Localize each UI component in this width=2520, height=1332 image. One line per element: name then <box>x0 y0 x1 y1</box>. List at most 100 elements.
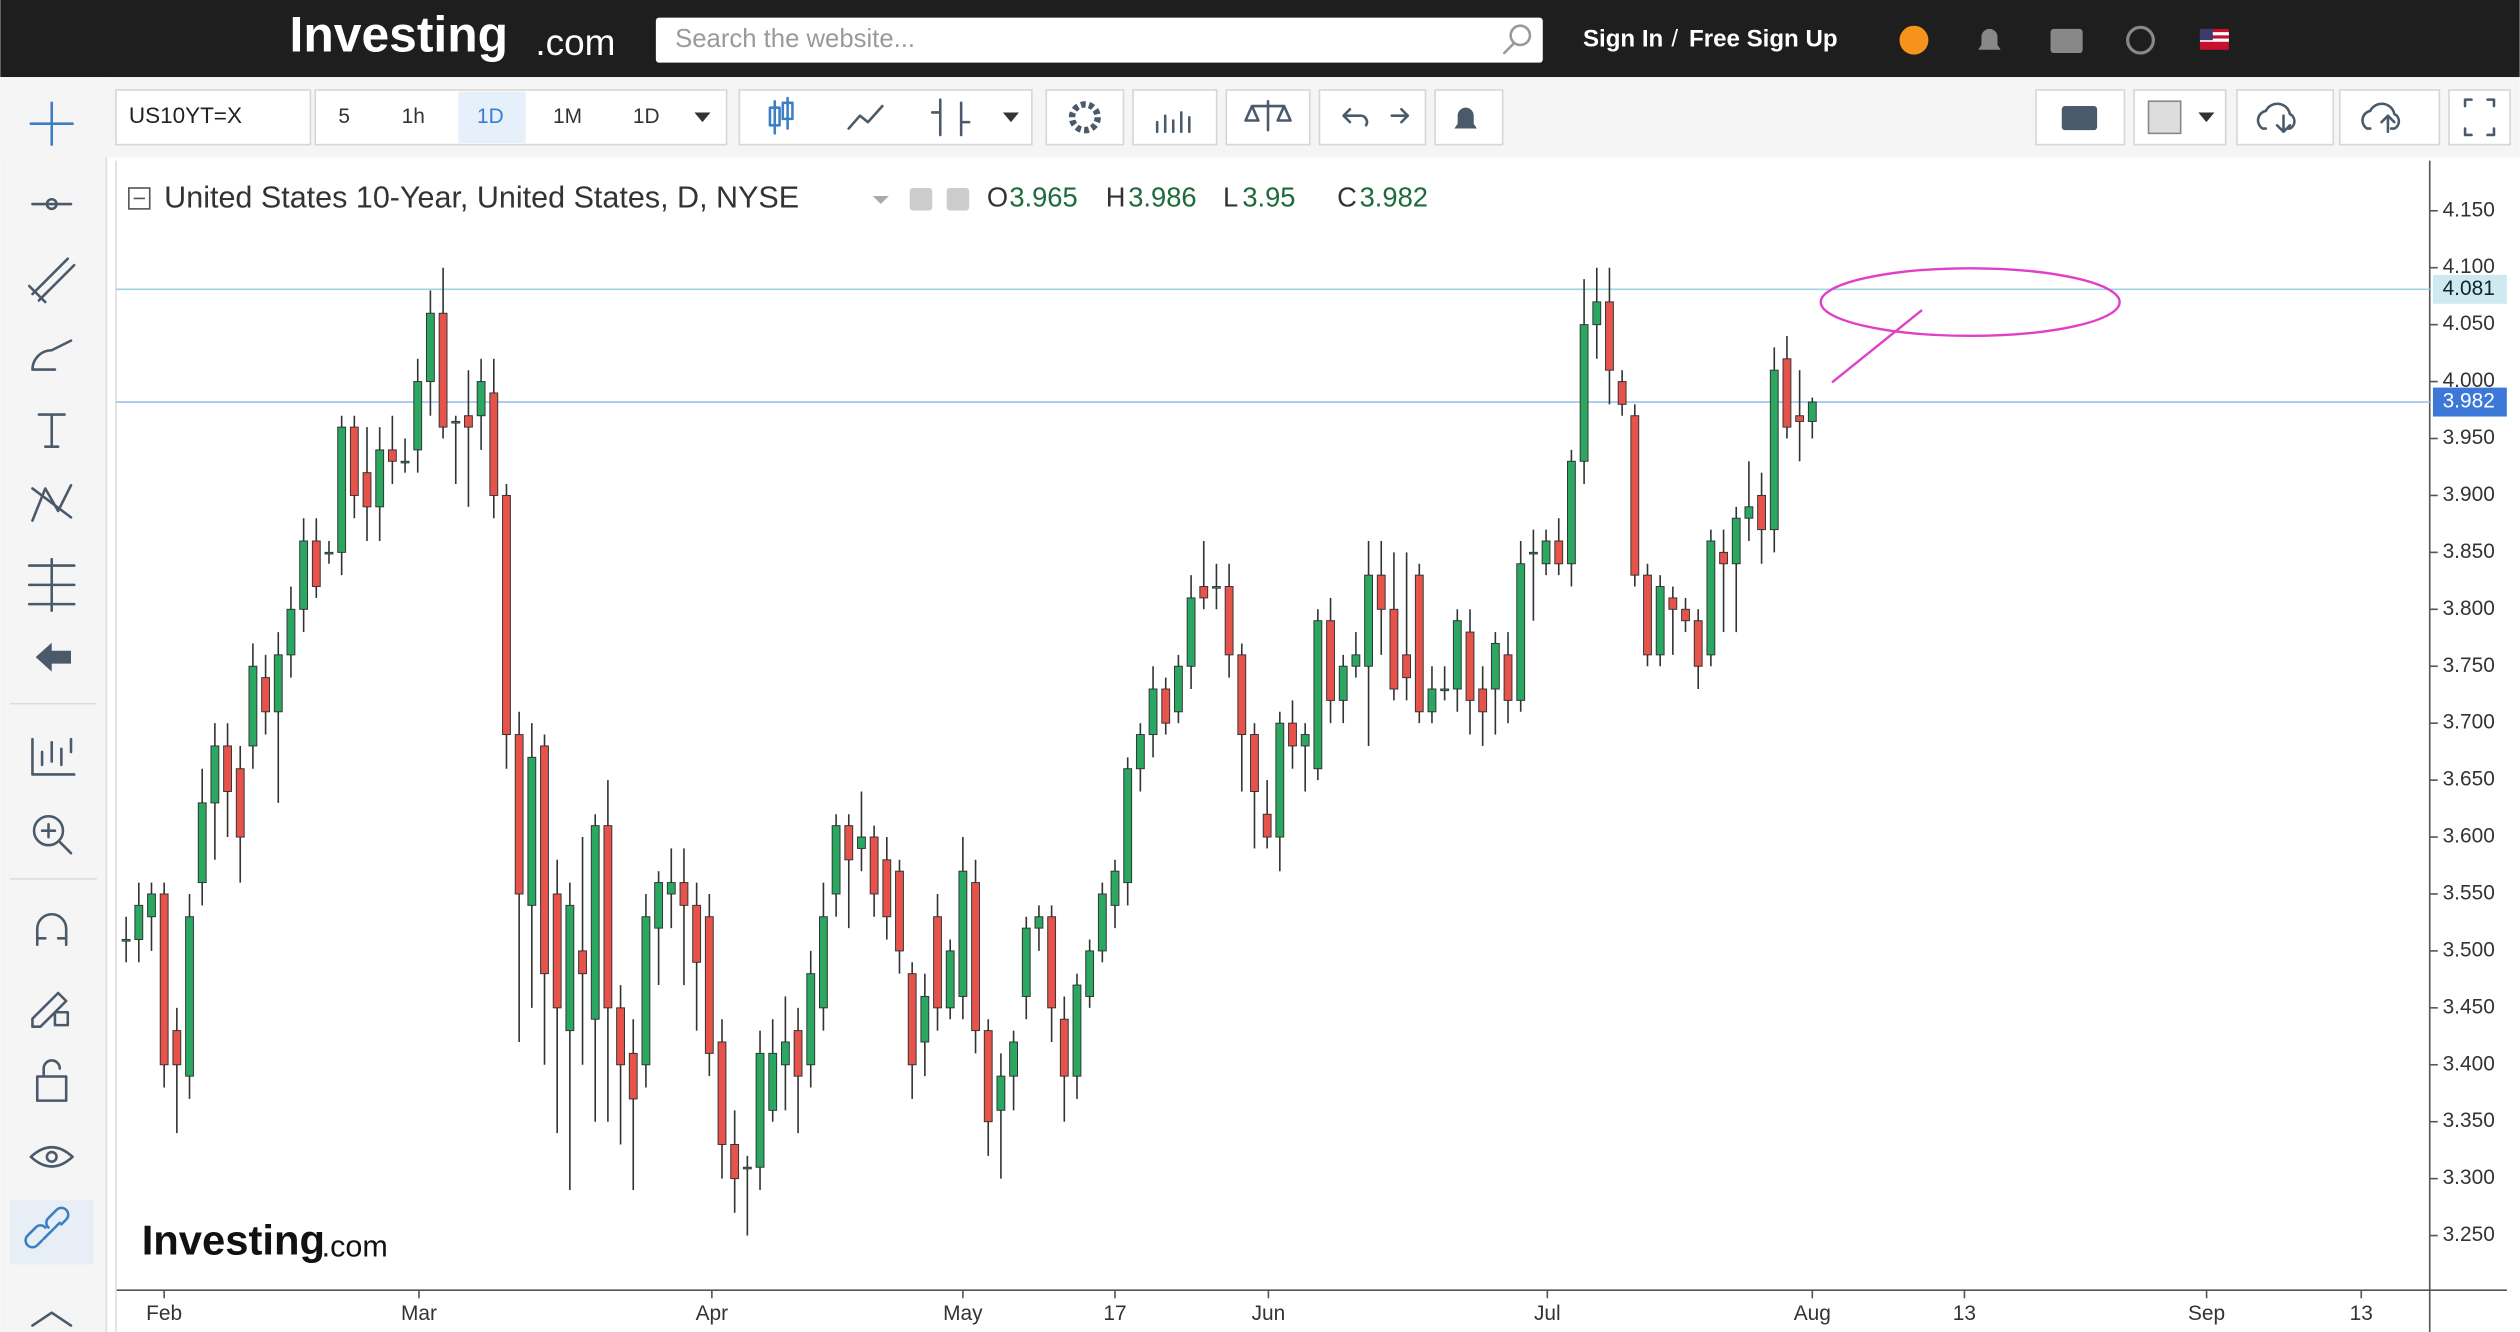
search-icon[interactable] <box>1502 24 1532 55</box>
sign-in[interactable]: Sign In <box>1583 26 1663 53</box>
dropdown-caret[interactable] <box>1002 112 1019 123</box>
candle-body <box>1148 688 1158 736</box>
candle-body <box>1744 506 1754 519</box>
pattern-tool[interactable] <box>31 483 73 522</box>
alert-button[interactable] <box>1434 89 1504 146</box>
ohlc-label: H <box>1106 181 1126 212</box>
candle-body <box>1313 620 1323 770</box>
interval[interactable]: 5 <box>338 105 350 128</box>
bar-type-icon[interactable] <box>930 98 971 137</box>
unlock-tool[interactable] <box>35 1059 68 1102</box>
color-swatch <box>2147 100 2182 135</box>
candle-body <box>387 449 397 462</box>
candle-body <box>299 540 309 610</box>
line-type-icon[interactable] <box>847 104 884 130</box>
link-tool[interactable] <box>24 1206 70 1249</box>
y-tick-label: 3.500 <box>2443 938 2495 961</box>
candle-body <box>235 768 245 838</box>
interval[interactable]: 1D <box>633 105 660 128</box>
candle-body <box>603 825 613 1009</box>
candle-body <box>425 312 435 383</box>
crosshair-tool[interactable] <box>29 101 74 146</box>
ohlc-value: 3.95 <box>1242 181 1295 212</box>
candle-body <box>742 1166 752 1170</box>
candle-type-icon[interactable] <box>768 96 794 135</box>
interval[interactable]: 1D <box>477 105 504 128</box>
candle-body <box>983 1030 993 1123</box>
candle-body <box>590 825 600 1020</box>
candle-body <box>527 756 537 906</box>
clock-icon[interactable] <box>2126 25 2155 55</box>
visibility-tool[interactable] <box>29 1145 74 1168</box>
settings-mini-icon[interactable] <box>946 187 970 211</box>
hline-tool[interactable] <box>31 198 73 211</box>
candle-body <box>552 893 562 1009</box>
back-tool[interactable] <box>35 642 72 672</box>
drawn-ellipse[interactable] <box>1819 267 2121 338</box>
dropdown-caret[interactable] <box>2198 112 2215 123</box>
candle-body <box>273 654 283 713</box>
candle-body <box>1009 1041 1019 1077</box>
lock-draw-tool[interactable] <box>31 991 70 1029</box>
search-placeholder: Search the website... <box>675 25 915 53</box>
reference-label-bg <box>2432 274 2507 304</box>
candle-body <box>502 494 511 736</box>
candle-body <box>1643 574 1652 656</box>
brush-tool[interactable] <box>31 339 73 371</box>
magnet-tool[interactable] <box>35 913 68 947</box>
indicator-tool[interactable] <box>31 737 76 776</box>
candle-body <box>945 950 955 1009</box>
x-tick-label: 17 <box>1103 1302 1126 1325</box>
candle-body <box>1047 916 1057 1009</box>
candle-body <box>641 916 651 1066</box>
interval[interactable]: 1M <box>553 105 582 128</box>
portfolio-icon[interactable] <box>2050 28 2083 54</box>
candle-body <box>1490 642 1500 690</box>
redo-icon[interactable] <box>1390 107 1410 124</box>
load-button[interactable] <box>2236 89 2335 146</box>
bell-icon[interactable] <box>1978 28 2001 50</box>
y-tick-label: 4.150 <box>2443 198 2495 221</box>
watermark: Investing <box>142 1217 325 1264</box>
title-caret[interactable] <box>872 196 889 205</box>
candle-body <box>971 882 980 1032</box>
symbol-box[interactable] <box>115 89 312 146</box>
candle-body <box>730 1143 740 1180</box>
candle-body <box>1655 586 1665 656</box>
dropdown-caret[interactable] <box>694 112 711 123</box>
flag-icon[interactable] <box>2199 28 2229 50</box>
zoom-tool[interactable] <box>32 815 73 855</box>
search-box[interactable] <box>655 17 1543 63</box>
fullscreen-button[interactable] <box>2448 89 2511 146</box>
undo-redo-group <box>1318 89 1427 146</box>
candle-body <box>1579 324 1589 462</box>
logo-suffix[interactable]: .com <box>535 22 615 63</box>
pro-icon[interactable] <box>1899 25 1929 55</box>
fullscreen-icon <box>2463 98 2496 137</box>
candle-body <box>134 904 144 940</box>
compare-icon <box>1244 99 1292 132</box>
candle-body <box>1326 620 1335 701</box>
candle-body <box>806 973 816 1066</box>
settings-button[interactable] <box>1045 89 1125 146</box>
candle-body <box>1769 369 1779 531</box>
fib-tool[interactable] <box>27 557 76 612</box>
sign-up[interactable]: Free Sign Up <box>1689 26 1838 53</box>
candle-body <box>768 1052 778 1111</box>
logo[interactable]: Investing <box>290 7 509 63</box>
x-tick-label: Apr <box>696 1302 729 1325</box>
interval[interactable]: 1h <box>402 105 425 128</box>
more-tools[interactable] <box>31 1311 73 1327</box>
x-tick-label: 13 <box>2350 1302 2373 1325</box>
indicators-button[interactable] <box>1132 89 1218 146</box>
undo-icon[interactable] <box>1342 107 1369 127</box>
trend-tool[interactable] <box>27 257 76 304</box>
drawn-line[interactable] <box>1831 309 1923 384</box>
x-tick-label: 13 <box>1953 1302 1976 1325</box>
text-tool[interactable] <box>37 413 66 448</box>
candle-body <box>819 916 828 1009</box>
visibility-icon[interactable] <box>909 187 933 211</box>
ohlc-value: 3.965 <box>1009 181 1077 212</box>
candle-body <box>1262 813 1272 838</box>
candle-body <box>578 950 587 975</box>
